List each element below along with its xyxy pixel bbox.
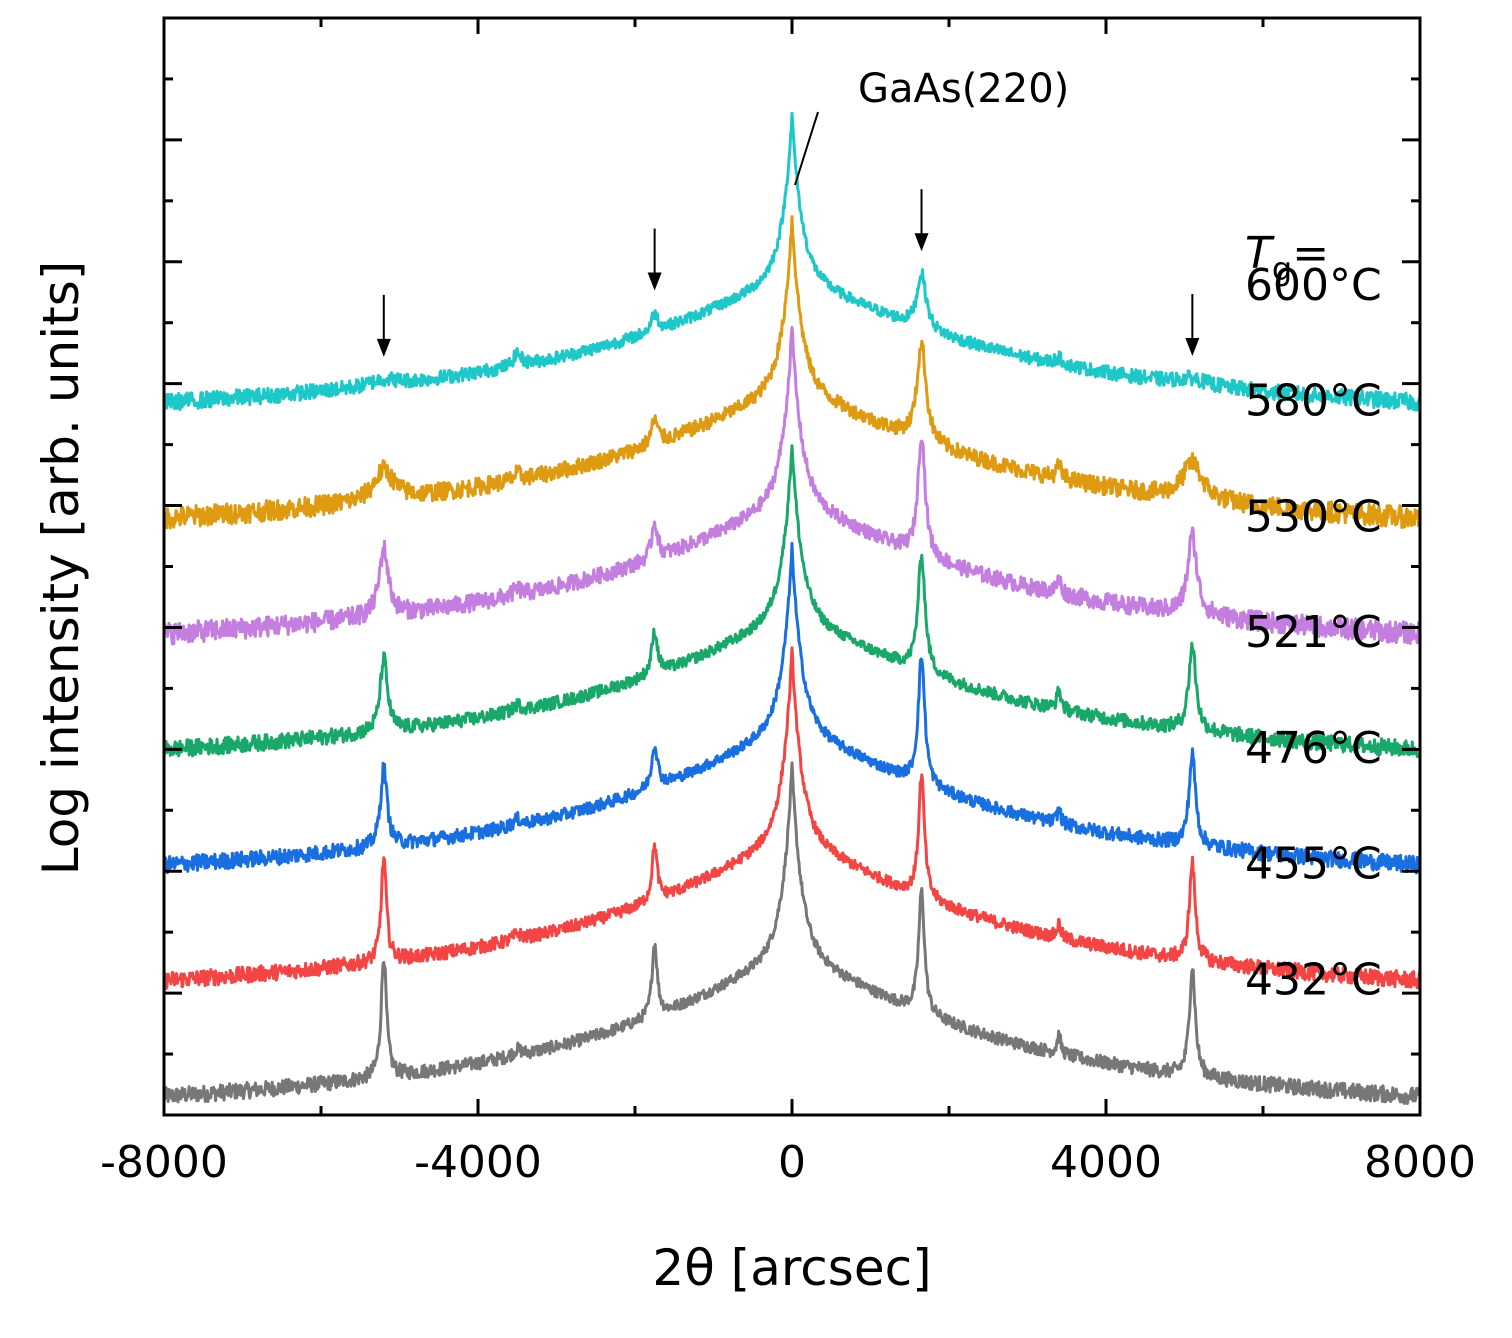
peak-arrow-head [914,233,929,252]
y-axis-title: Log intensity [arb. units] [32,261,90,876]
series-labels: 432°C 455°C 476°C 521°C 530°C 580°C 600°C [1245,260,1382,1006]
legend-header-t: T [1245,228,1275,279]
annotation-gaas-220: GaAs(220) [858,66,1069,112]
series-label-476: 476°C [1245,723,1382,774]
series-line-580 [162,215,1422,530]
series-label-455: 455°C [1245,839,1382,890]
ticks-layer: -8000 -4000 0 4000 8000 [100,18,1476,1188]
x-tick-label: 4000 [1050,1137,1162,1188]
series-line-455 [162,646,1422,990]
series-line-432 [162,761,1422,1105]
series-line-530 [162,325,1422,646]
legend-header-sub: g [1272,250,1292,288]
x-tick-label: 0 [778,1137,806,1188]
series-label-600: 600°C [1245,260,1382,311]
series-line-521 [162,444,1422,759]
peak-arrow-head [376,338,391,357]
legend-header-eq: = [1292,228,1329,279]
legend-header: Tg= [1245,228,1329,288]
x-axis-title: 2θ [arcsec] [652,1239,931,1297]
series-label-580: 580°C [1245,376,1382,427]
series-label-521: 521°C [1245,607,1382,658]
series-label-530: 530°C [1245,491,1382,542]
x-tick-label: -8000 [100,1137,228,1188]
peak-arrow-head [647,272,662,291]
series-line-476 [162,541,1422,875]
series-layer [162,111,1422,1105]
series-label-432: 432°C [1245,955,1382,1006]
series-line-600 [162,111,1422,412]
annotation-pointer [794,111,819,186]
x-tick-label: 8000 [1364,1137,1476,1188]
peak-arrows [376,189,1200,357]
peak-arrow-head [1185,337,1200,356]
x-tick-label: -4000 [414,1137,542,1188]
